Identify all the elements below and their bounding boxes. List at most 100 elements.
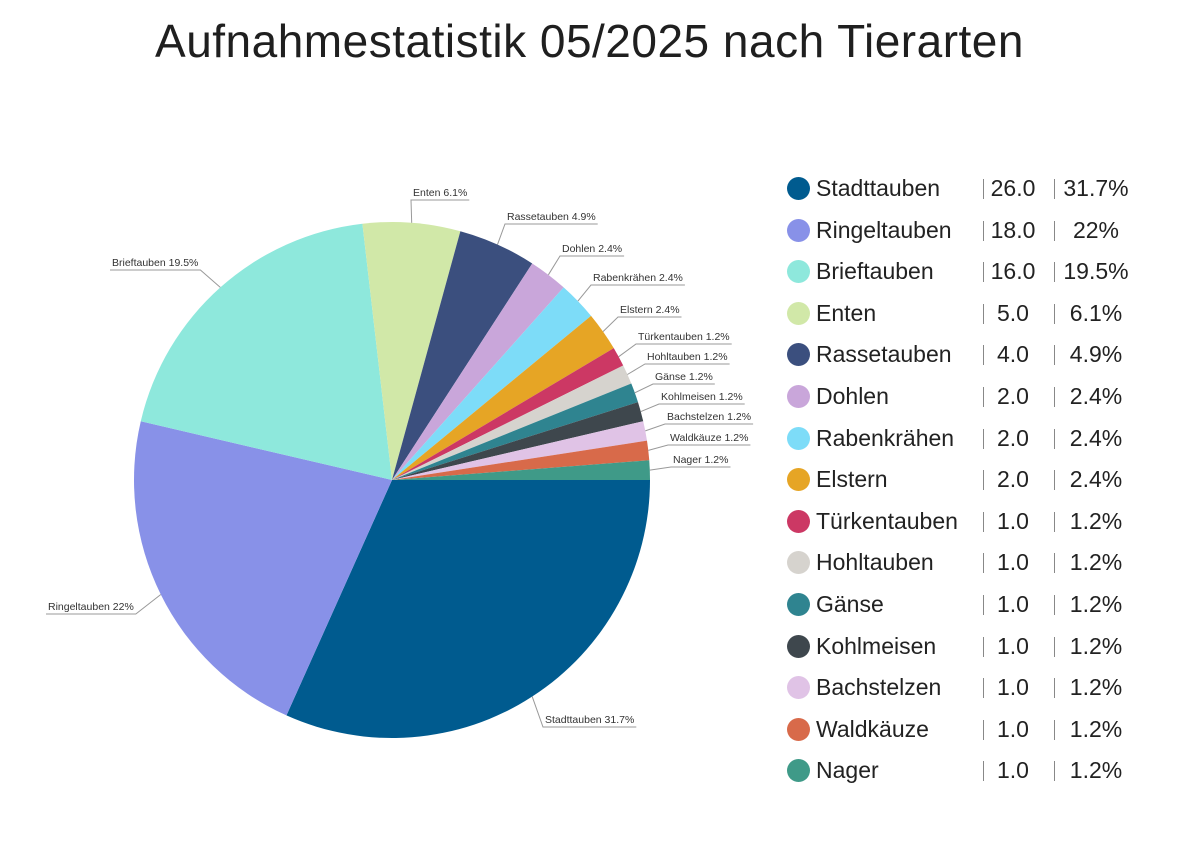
legend-separator [983,511,984,532]
pie-slice-stadttauben [286,480,650,739]
legend-value: 1.0 [997,715,1029,742]
legend-separator [983,428,984,449]
pie-chart: Stadttauben 31.7% Ringeltauben 22% Briefta… [46,187,754,739]
leader-line-enten [410,199,470,223]
legend-separator [1054,511,1055,532]
slice-label-waldkäuze: Waldkäuze 1.2% [670,432,748,444]
legend-separator [1054,678,1055,699]
leader-line-brieftauben [110,269,221,288]
legend-color-swatch [787,676,810,700]
leader-line-gänse [634,383,715,394]
legend-value: 26.0 [990,175,1036,201]
legend-value: 16.0 [990,258,1036,285]
pie-slice-ringeltauben [134,421,392,716]
legend-color-swatch [787,301,810,325]
slice-label-brieftauben: Brieftauben 19.5% [112,257,198,269]
legend-separator [983,553,984,574]
slice-label-dohlen: Dohlen 2.4% [562,243,622,255]
leader-line-waldkäuze [648,444,751,451]
leader-line-hohltauben [627,363,730,375]
slice-label-rabenkrähen: Rabenkrähen 2.4% [593,272,683,284]
leader-line-elstern [602,316,682,332]
legend-percent: 4.9% [1069,341,1123,368]
leader-line-stadttauben [531,696,637,728]
legend-name: Hohltauben [816,549,934,576]
legend-name: Enten [816,299,877,326]
legend-separator [983,386,984,407]
legend-percent: 6.1% [1069,299,1123,326]
legend-name: Nager [816,757,879,784]
legend-separator [1054,179,1055,199]
legend-separator [983,179,984,199]
legend-separator [1054,553,1055,574]
legend: Stadttauben 26.0 31.7% Ringeltauben 18.0 22% B… [785,168,1165,792]
legend-value: 1.0 [997,507,1029,534]
leader-line-rabenkrähen [577,284,685,302]
legend-separator [1054,636,1055,657]
legend-name: Ringeltauben [816,216,952,243]
legend-item: Kohlmeisen 1.0 1.2% [785,626,1165,668]
legend-separator [983,220,984,241]
legend-value: 5.0 [997,299,1029,326]
legend-color-swatch [787,759,810,783]
legend-separator [983,594,984,615]
legend-percent: 1.2% [1069,590,1123,617]
slice-label-türkentauben: Türkentauben 1.2% [638,331,730,343]
legend-percent: 19.5% [1063,258,1129,285]
legend-item: Gänse 1.0 1.2% [785,584,1165,626]
pie-slice-rassetauben [392,231,533,480]
legend-color-swatch [787,468,810,492]
legend-value: 1.0 [997,549,1029,576]
legend-separator [1054,719,1055,740]
legend-name: Gänse [816,590,884,617]
leader-line-bachstelzen [645,423,754,432]
legend-separator [1054,594,1055,615]
legend-value: 2.0 [997,382,1029,409]
slice-label-hohltauben: Hohltauben 1.2% [647,351,728,363]
legend-value: 1.0 [997,590,1029,617]
legend-item: Rassetauben 4.0 4.9% [785,334,1165,376]
pie-slice-elstern [392,315,614,480]
legend-value: 1.0 [997,674,1029,701]
legend-separator [1054,345,1055,366]
legend-item: Ringeltauben 18.0 22% [785,210,1165,252]
legend-percent: 1.2% [1069,674,1123,701]
legend-color-swatch [787,218,810,242]
pie-slice-türkentauben [392,348,624,480]
slice-label-ringeltauben: Ringeltauben 22% [48,601,134,613]
legend-separator [983,345,984,366]
legend-item: Brieftauben 16.0 19.5% [785,251,1165,293]
legend-color-swatch [787,384,810,408]
legend-name: Rassetauben [816,341,952,368]
legend-color-swatch [787,717,810,741]
legend-separator [983,719,984,740]
legend-separator [1054,470,1055,491]
legend-percent: 1.2% [1069,757,1123,784]
legend-item: Enten 5.0 6.1% [785,293,1165,335]
legend-name: Kohlmeisen [816,632,937,659]
legend-item: Nager 1.0 1.2% [785,750,1165,792]
legend-percent: 31.7% [1063,175,1129,201]
legend-color-swatch [787,426,810,450]
legend-item: Dohlen 2.0 2.4% [785,376,1165,418]
pie-labels: Stadttauben 31.7% Ringeltauben 22% Briefta… [46,187,754,728]
legend-item: Elstern 2.0 2.4% [785,459,1165,501]
legend-percent: 2.4% [1069,466,1123,493]
legend-value: 18.0 [990,216,1036,243]
pie-slice-gänse [392,383,638,480]
legend-separator [983,262,984,283]
legend-percent: 1.2% [1069,715,1123,742]
legend-value: 2.0 [997,466,1029,493]
legend-percent: 2.4% [1069,382,1123,409]
legend-percent: 1.2% [1069,549,1123,576]
legend-value: 2.0 [997,424,1029,451]
legend-value: 4.0 [997,341,1029,368]
pie-slice-bachstelzen [392,421,647,480]
pie-slices [134,221,650,739]
legend-name: Elstern [816,466,888,493]
legend-separator [983,678,984,699]
pie-slice-enten [362,221,461,480]
leader-line-kohlmeisen [640,403,745,413]
legend-name: Bachstelzen [816,674,942,701]
legend-name: Dohlen [816,382,889,409]
